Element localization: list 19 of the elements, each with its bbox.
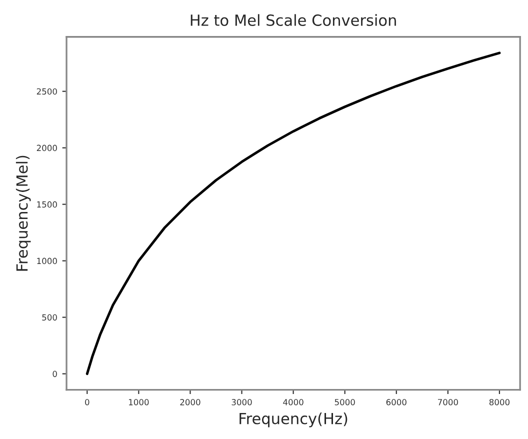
x-tick-label: 6000 <box>386 399 406 406</box>
line-series <box>86 52 501 376</box>
y-tick-label: 1500 <box>37 201 57 208</box>
x-tick-label: 3000 <box>232 399 252 406</box>
x-tick-label: 7000 <box>438 399 458 406</box>
x-tick-label: 2000 <box>180 399 200 406</box>
y-tick-label: 500 <box>42 314 57 321</box>
y-tick-label: 2500 <box>36 88 57 95</box>
x-tick-label: 8000 <box>489 399 510 406</box>
y-axis-title: Frequency(Mel) <box>16 156 31 271</box>
chart-title: Hz to Mel Scale Conversion <box>190 14 396 26</box>
y-tick-label: 2000 <box>36 144 57 152</box>
y-tick-label: 0 <box>52 370 57 378</box>
y-tick-label: 1000 <box>37 258 57 264</box>
x-axis-title: Frequency(Hz) <box>240 412 348 428</box>
x-tick-label: 5000 <box>334 399 355 406</box>
x-tick-label: 4000 <box>283 399 304 406</box>
x-tick-label: 1000 <box>128 399 149 406</box>
x-tick-label: 0 <box>85 399 90 406</box>
